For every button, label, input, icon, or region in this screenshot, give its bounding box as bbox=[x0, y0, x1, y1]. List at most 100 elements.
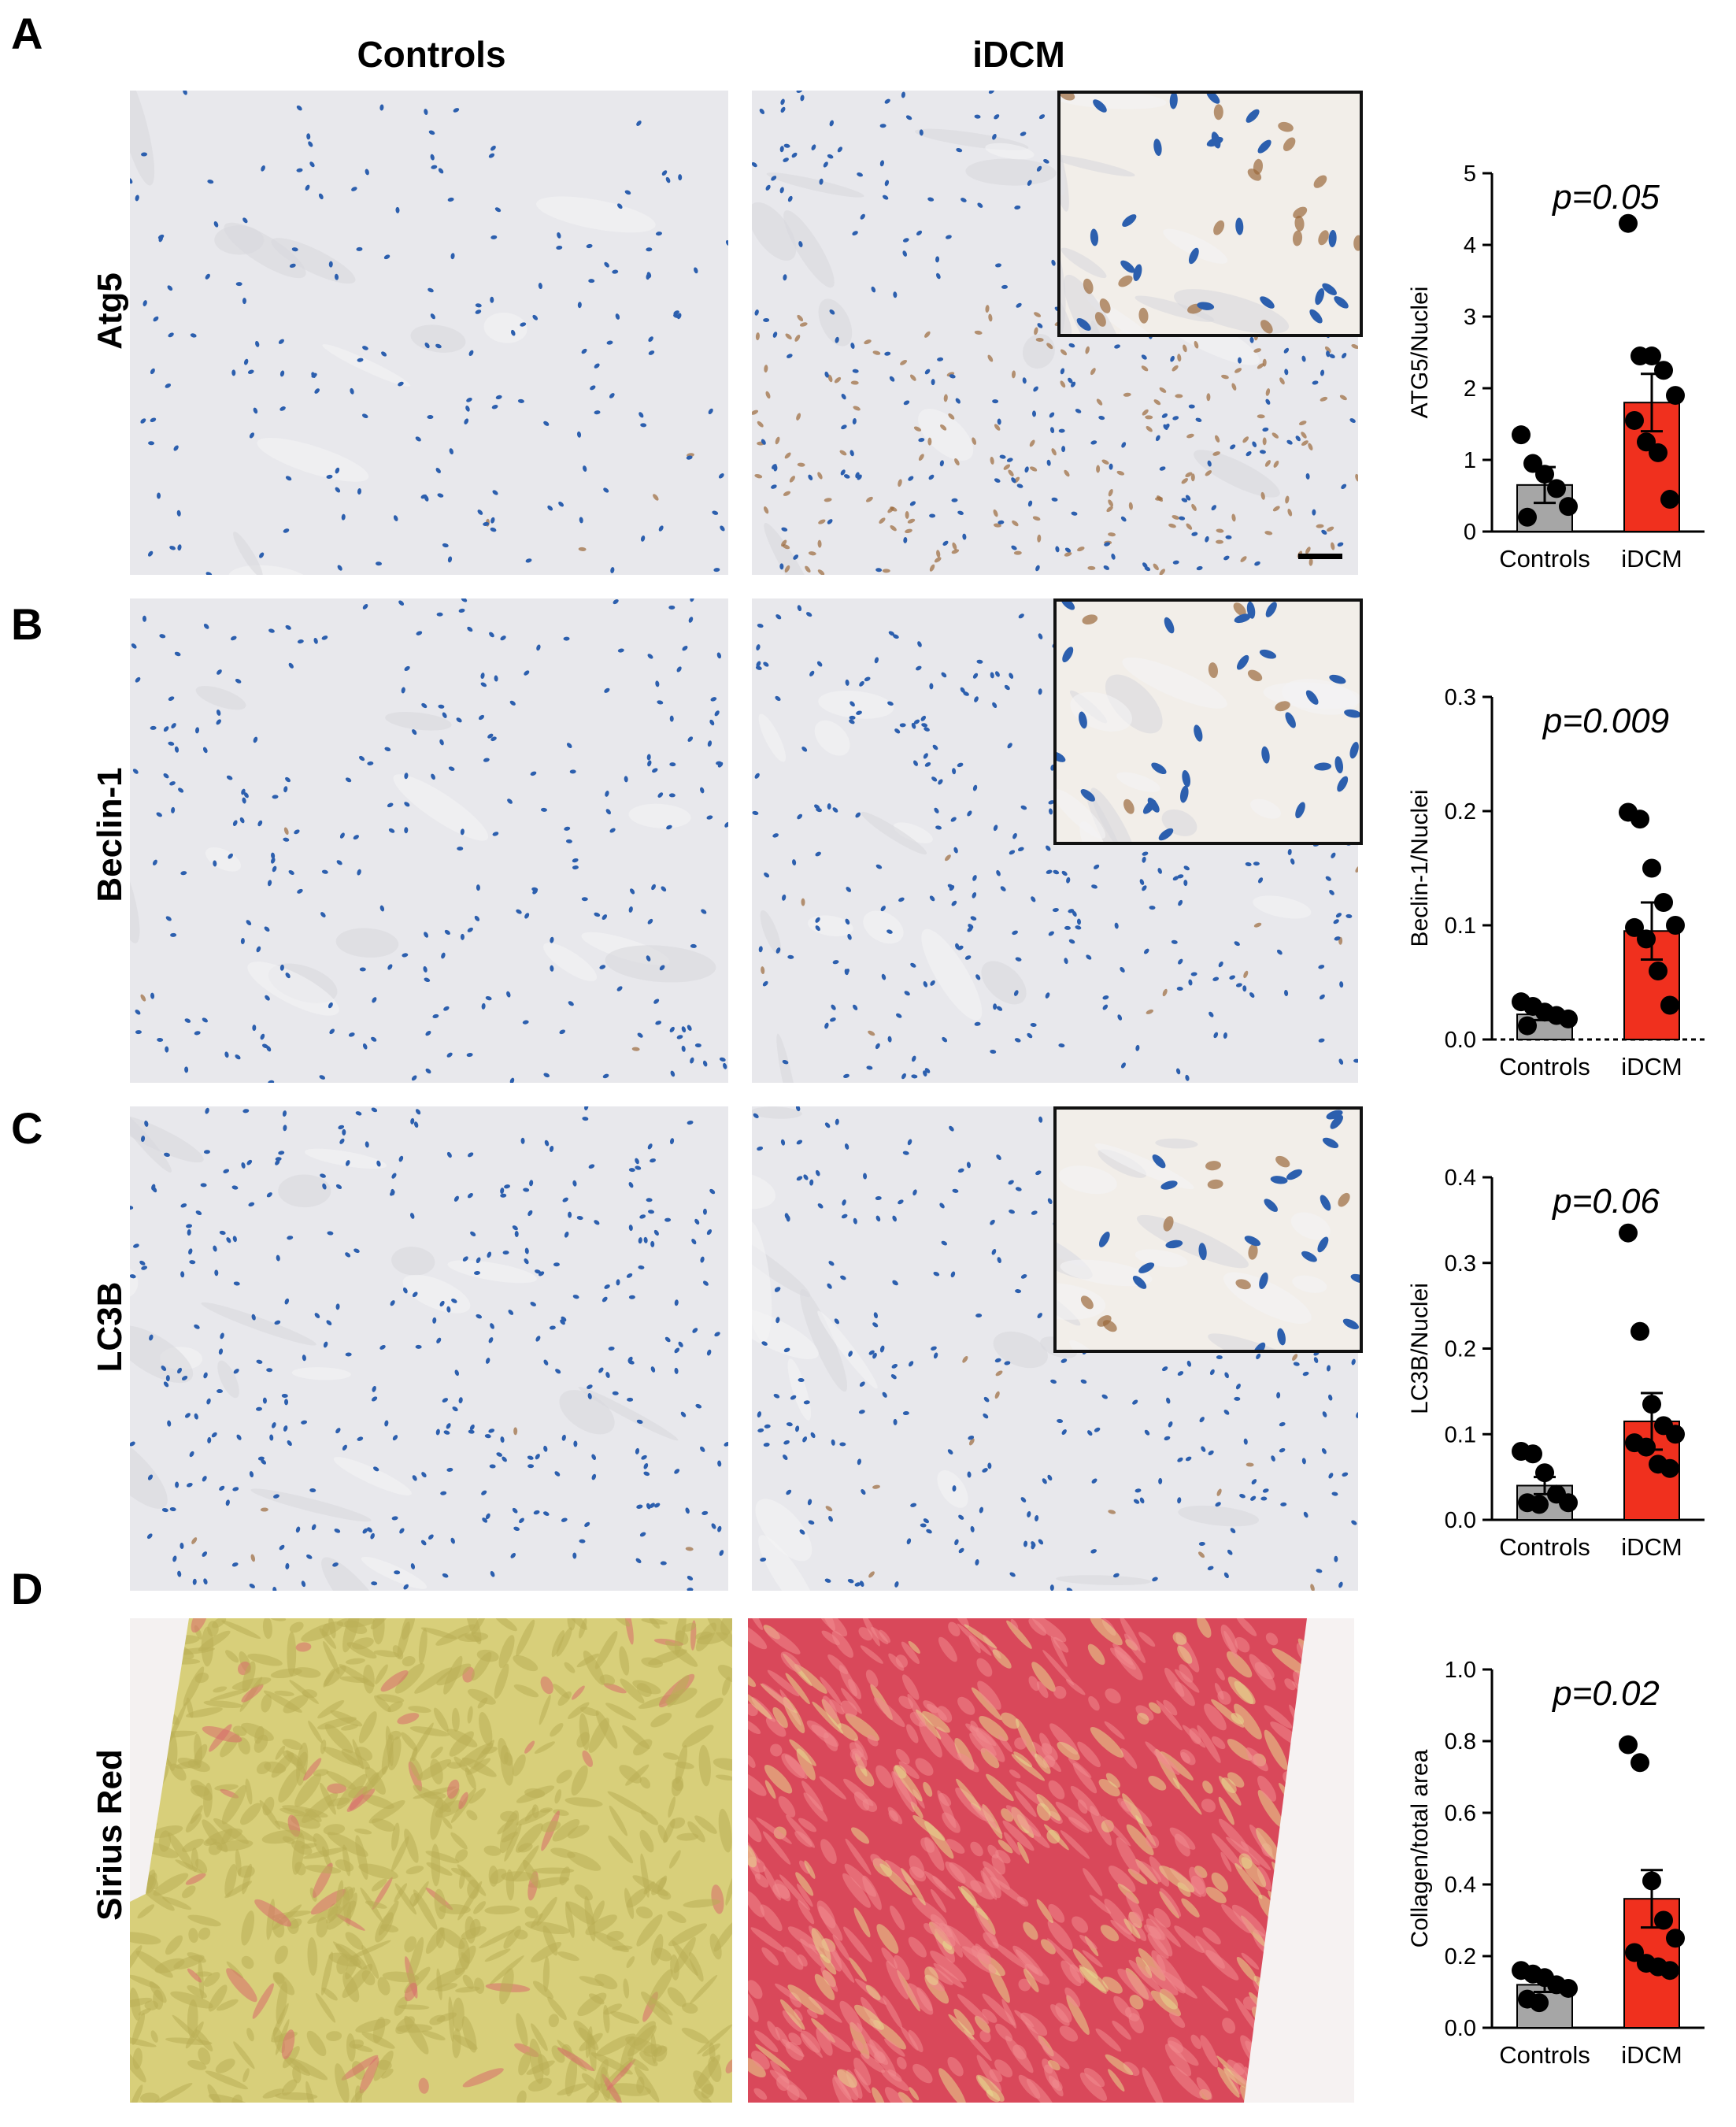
data-point bbox=[1619, 213, 1638, 233]
data-point bbox=[1649, 443, 1668, 462]
data-point bbox=[1654, 893, 1673, 912]
row-label-beclin1: Beclin-1 bbox=[91, 767, 129, 902]
y-axis-label: Collagen/total area bbox=[1407, 1749, 1433, 1947]
y-tick-label: 2 bbox=[1464, 376, 1476, 402]
inset-lc3b-idcm bbox=[1053, 1106, 1363, 1353]
y-tick-label: 0.2 bbox=[1445, 1337, 1476, 1362]
inset-beclin1-idcm bbox=[1053, 598, 1363, 845]
y-tick-label: 0.1 bbox=[1445, 1422, 1476, 1447]
y-tick-label: 1 bbox=[1464, 448, 1476, 473]
y-tick-label: 1.0 bbox=[1445, 1658, 1476, 1683]
y-tick-label: 0.2 bbox=[1445, 1944, 1476, 1970]
row-label-lc3b: LC3B bbox=[91, 1281, 129, 1373]
data-point bbox=[1654, 1910, 1673, 1930]
p-value-annotation: p=0.05 bbox=[1551, 178, 1660, 217]
x-tick-label: Controls bbox=[1499, 545, 1590, 573]
row-label-sirius-red: Sirius Red bbox=[91, 1749, 129, 1921]
micrograph-beclin1-controls bbox=[130, 598, 728, 1083]
data-point bbox=[1660, 490, 1679, 510]
p-value-annotation: p=0.06 bbox=[1551, 1182, 1660, 1221]
panel-letter-c: C bbox=[11, 1103, 43, 1153]
y-tick-label: 0.0 bbox=[1445, 1508, 1476, 1533]
x-tick-label: iDCM bbox=[1621, 545, 1682, 573]
panel-letter-a: A bbox=[11, 9, 43, 58]
data-point bbox=[1660, 1458, 1679, 1478]
y-tick-label: 3 bbox=[1464, 305, 1476, 330]
p-value-annotation: p=0.02 bbox=[1551, 1674, 1660, 1713]
y-tick-label: 4 bbox=[1464, 233, 1476, 258]
data-point bbox=[1512, 425, 1531, 445]
data-point bbox=[1530, 1993, 1549, 2013]
data-point bbox=[1530, 1495, 1549, 1514]
x-tick-label: iDCM bbox=[1621, 1533, 1682, 1561]
data-point bbox=[1619, 1735, 1638, 1755]
data-point bbox=[1559, 497, 1578, 517]
data-point bbox=[1660, 995, 1679, 1015]
data-point bbox=[1666, 1929, 1685, 1948]
micrograph-sirius-red-idcm bbox=[748, 1618, 1354, 2103]
data-point bbox=[1666, 1425, 1685, 1444]
y-tick-label: 0.1 bbox=[1445, 913, 1476, 939]
y-axis-label: Beclin-1/Nuclei bbox=[1407, 789, 1433, 947]
x-tick-label: iDCM bbox=[1621, 2041, 1682, 2069]
data-point bbox=[1666, 916, 1685, 935]
inset-atg5-idcm bbox=[1057, 91, 1363, 337]
data-point bbox=[1642, 1871, 1661, 1891]
y-tick-label: 0.4 bbox=[1445, 1873, 1476, 1898]
chart-atg5: 0 1 2 3 4 5 ATG5/Nuclei p=0.05 Controls iDCM bbox=[1407, 161, 1705, 573]
y-tick-label: 0 bbox=[1464, 520, 1476, 545]
p-value-annotation: p=0.009 bbox=[1542, 702, 1669, 740]
data-point bbox=[1625, 410, 1644, 430]
data-point bbox=[1642, 1395, 1661, 1414]
data-point bbox=[1637, 929, 1656, 949]
data-point bbox=[1559, 1978, 1578, 1998]
y-axis-label: ATG5/Nuclei bbox=[1407, 287, 1433, 419]
y-tick-label: 0.0 bbox=[1445, 2016, 1476, 2041]
column-header-controls: Controls bbox=[357, 34, 506, 75]
y-tick-label: 0.4 bbox=[1445, 1165, 1476, 1191]
data-point bbox=[1559, 1009, 1578, 1028]
y-tick-label: 0.6 bbox=[1445, 1801, 1476, 1826]
data-point bbox=[1518, 507, 1537, 527]
data-point bbox=[1642, 346, 1661, 366]
column-header-idcm: iDCM bbox=[972, 34, 1065, 75]
data-point bbox=[1666, 386, 1685, 406]
y-tick-label: 0.8 bbox=[1445, 1729, 1476, 1755]
data-point bbox=[1631, 1753, 1649, 1773]
micrograph-sirius-red-controls bbox=[130, 1618, 732, 2103]
panel-letter-b: B bbox=[11, 599, 43, 649]
chart-lc3b: 0.0 0.1 0.2 0.3 0.4 LC3B/Nuclei p=0.06 Controls… bbox=[1407, 1165, 1705, 1561]
data-point bbox=[1649, 962, 1668, 980]
data-point bbox=[1535, 1463, 1554, 1483]
data-point bbox=[1518, 1016, 1537, 1036]
y-tick-label: 5 bbox=[1464, 161, 1476, 187]
x-tick-label: Controls bbox=[1499, 2041, 1590, 2069]
data-point bbox=[1654, 361, 1673, 380]
data-point bbox=[1637, 1437, 1656, 1457]
chart-beclin1: 0.0 0.1 0.2 0.3 Beclin-1/Nuclei p=0.009 Contro… bbox=[1407, 685, 1705, 1080]
chart-sirius-red: 0.0 0.2 0.4 0.6 0.8 1.0 Collagen/total area p=0… bbox=[1407, 1658, 1705, 2069]
data-point bbox=[1535, 465, 1554, 484]
x-tick-label: iDCM bbox=[1621, 1053, 1682, 1080]
data-point bbox=[1619, 1223, 1638, 1243]
data-point bbox=[1523, 1444, 1542, 1464]
panel-letter-d: D bbox=[11, 1564, 43, 1614]
data-point bbox=[1642, 858, 1661, 878]
x-tick-label: Controls bbox=[1499, 1533, 1590, 1561]
y-tick-label: 0.3 bbox=[1445, 685, 1476, 710]
y-tick-label: 0.0 bbox=[1445, 1028, 1476, 1053]
data-point bbox=[1559, 1493, 1578, 1513]
data-point bbox=[1547, 479, 1566, 498]
scale-bar bbox=[1298, 554, 1342, 559]
data-point bbox=[1631, 810, 1649, 829]
x-tick-label: Controls bbox=[1499, 1053, 1590, 1080]
row-label-atg5: Atg5 bbox=[91, 272, 129, 350]
y-tick-label: 0.3 bbox=[1445, 1251, 1476, 1277]
y-tick-label: 0.2 bbox=[1445, 799, 1476, 824]
data-point bbox=[1660, 1961, 1679, 1981]
y-axis-label: LC3B/Nuclei bbox=[1407, 1283, 1433, 1414]
data-point bbox=[1631, 1321, 1649, 1341]
micrograph-atg5-controls bbox=[130, 91, 728, 575]
data-point bbox=[1625, 917, 1644, 937]
micrograph-lc3b-controls bbox=[130, 1106, 728, 1591]
